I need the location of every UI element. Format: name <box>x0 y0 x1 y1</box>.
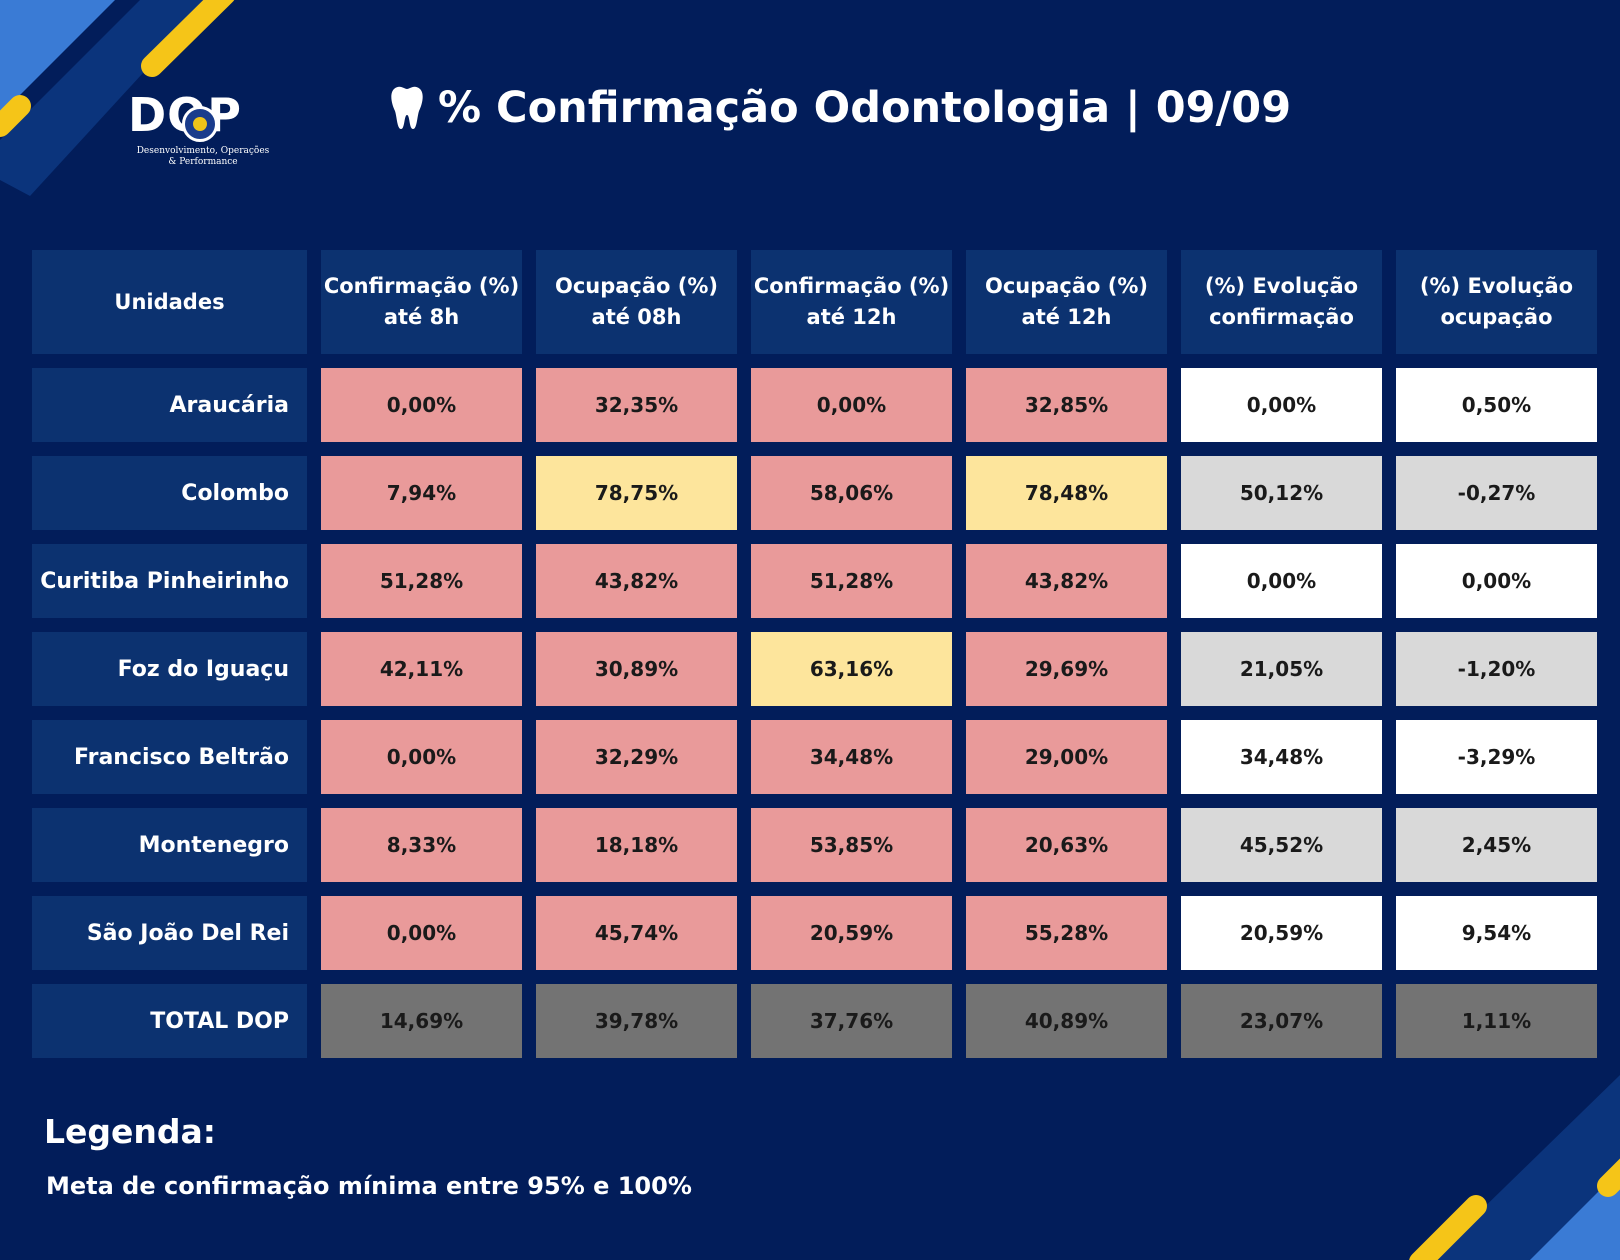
unit-name: Foz do Iguaçu <box>32 632 307 706</box>
unit-name: TOTAL DOP <box>32 984 307 1058</box>
value-cell: 32,85% <box>966 368 1167 442</box>
value-cell: 20,59% <box>751 896 952 970</box>
unit-name: Curitiba Pinheirinho <box>32 544 307 618</box>
value-cell: 8,33% <box>321 808 522 882</box>
value-cell: -0,27% <box>1396 456 1597 530</box>
value-cell: 29,00% <box>966 720 1167 794</box>
value-cell: 34,48% <box>1181 720 1382 794</box>
value-cell: 0,00% <box>1396 544 1597 618</box>
column-header: Unidades <box>32 250 307 354</box>
value-cell: 78,48% <box>966 456 1167 530</box>
value-cell: 30,89% <box>536 632 737 706</box>
value-cell: 39,78% <box>536 984 737 1058</box>
value-cell: 43,82% <box>966 544 1167 618</box>
column-header: Ocupação (%) até 08h <box>536 250 737 354</box>
table-row: Montenegro 8,33% 18,18% 53,85% 20,63% 45,52% 2… <box>32 808 1597 882</box>
value-cell: 40,89% <box>966 984 1167 1058</box>
value-cell: 0,00% <box>321 720 522 794</box>
value-cell: -1,20% <box>1396 632 1597 706</box>
table-header-row: Unidades Confirmação (%) até 8h Ocupação (… <box>32 250 1597 354</box>
value-cell: 51,28% <box>751 544 952 618</box>
legend-text: Meta de confirmação mínima entre 95% e 1… <box>46 1172 692 1200</box>
table-row: TOTAL DOP 14,69% 39,78% 37,76% 40,89% 23,07% 1… <box>32 984 1597 1058</box>
value-cell: 0,00% <box>321 896 522 970</box>
page-title: % Confirmação Odontologia | 09/09 <box>390 78 1291 138</box>
value-cell: 23,07% <box>1181 984 1382 1058</box>
unit-name: Francisco Beltrão <box>32 720 307 794</box>
value-cell: 7,94% <box>321 456 522 530</box>
tooth-icon <box>391 86 423 129</box>
value-cell: 21,05% <box>1181 632 1382 706</box>
unit-name: Montenegro <box>32 808 307 882</box>
value-cell: 50,12% <box>1181 456 1382 530</box>
value-cell: 20,59% <box>1181 896 1382 970</box>
value-cell: 0,00% <box>1181 368 1382 442</box>
column-header: (%) Evolução ocupação <box>1396 250 1597 354</box>
column-header: Confirmação (%) até 12h <box>751 250 952 354</box>
value-cell: 42,11% <box>321 632 522 706</box>
value-cell: 1,11% <box>1396 984 1597 1058</box>
legend-title: Legenda: <box>44 1112 216 1151</box>
dop-logo: DOP Desenvolvimento, Operações & Perform… <box>128 90 278 174</box>
table-row: Foz do Iguaçu 42,11% 30,89% 63,16% 29,69% 21,… <box>32 632 1597 706</box>
unit-name: Colombo <box>32 456 307 530</box>
value-cell: 29,69% <box>966 632 1167 706</box>
value-cell: 0,00% <box>1181 544 1382 618</box>
value-cell: -3,29% <box>1396 720 1597 794</box>
confirmation-table: Unidades Confirmação (%) até 8h Ocupação (… <box>18 236 1611 1072</box>
value-cell: 58,06% <box>751 456 952 530</box>
column-header: (%) Evolução confirmação <box>1181 250 1382 354</box>
value-cell: 0,50% <box>1396 368 1597 442</box>
table-row: Francisco Beltrão 0,00% 32,29% 34,48% 29,00%… <box>32 720 1597 794</box>
logo-tagline: Desenvolvimento, Operações & Performance <box>136 146 270 167</box>
value-cell: 18,18% <box>536 808 737 882</box>
value-cell: 37,76% <box>751 984 952 1058</box>
value-cell: 45,74% <box>536 896 737 970</box>
table-row: Colombo 7,94% 78,75% 58,06% 78,48% 50,12% -0,2… <box>32 456 1597 530</box>
value-cell: 45,52% <box>1181 808 1382 882</box>
table-row: São João Del Rei 0,00% 45,74% 20,59% 55,28% 2… <box>32 896 1597 970</box>
value-cell: 34,48% <box>751 720 952 794</box>
column-header: Ocupação (%) até 12h <box>966 250 1167 354</box>
value-cell: 43,82% <box>536 544 737 618</box>
table-body: Araucária 0,00% 32,35% 0,00% 32,85% 0,00% 0,50… <box>32 368 1597 1058</box>
page-title-text: % Confirmação Odontologia | 09/09 <box>438 83 1292 133</box>
unit-name: Araucária <box>32 368 307 442</box>
value-cell: 53,85% <box>751 808 952 882</box>
table-row: Araucária 0,00% 32,35% 0,00% 32,85% 0,00% 0,50… <box>32 368 1597 442</box>
value-cell: 0,00% <box>321 368 522 442</box>
value-cell: 0,00% <box>751 368 952 442</box>
value-cell: 55,28% <box>966 896 1167 970</box>
logo-emblem-icon <box>182 106 218 142</box>
value-cell: 32,35% <box>536 368 737 442</box>
value-cell: 9,54% <box>1396 896 1597 970</box>
value-cell: 63,16% <box>751 632 952 706</box>
value-cell: 20,63% <box>966 808 1167 882</box>
column-header: Confirmação (%) até 8h <box>321 250 522 354</box>
value-cell: 78,75% <box>536 456 737 530</box>
table-row: Curitiba Pinheirinho 51,28% 43,82% 51,28% 43… <box>32 544 1597 618</box>
unit-name: São João Del Rei <box>32 896 307 970</box>
value-cell: 51,28% <box>321 544 522 618</box>
value-cell: 14,69% <box>321 984 522 1058</box>
value-cell: 32,29% <box>536 720 737 794</box>
value-cell: 2,45% <box>1396 808 1597 882</box>
